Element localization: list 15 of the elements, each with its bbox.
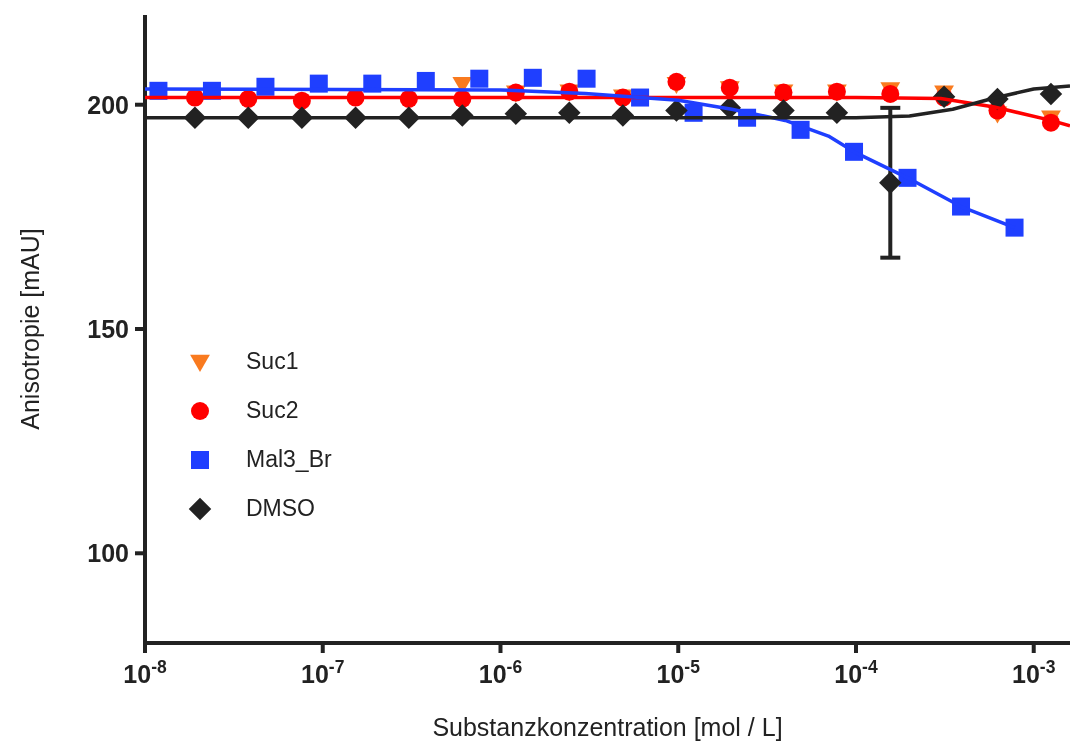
legend-label: Suc2 [246,397,299,424]
x-tick-label: 10$^{-3}$ [1012,657,1056,688]
y-tick-label: 200 [87,90,129,119]
x-axis-title: Substanzkonzentration [mol / L] [432,713,783,741]
y-axis-title: Anisotropie [mAU] [15,228,44,430]
x-tick-label: 10$^{-6}$ [478,657,523,688]
y-tick-label: 100 [87,539,129,568]
x-tick-label: 10$^{-4}$ [834,657,878,688]
legend-label: DMSO [246,495,315,522]
y-tick-label: 150 [87,315,129,343]
x-tick-label: 10$^{-7}$ [301,657,345,688]
x-tick-label: 10$^{-5}$ [656,657,701,688]
legend-label: Suc1 [246,348,299,375]
x-tick-label: 10$^{-8}$ [123,657,167,688]
legend-label: Mal3_Br [246,446,332,473]
